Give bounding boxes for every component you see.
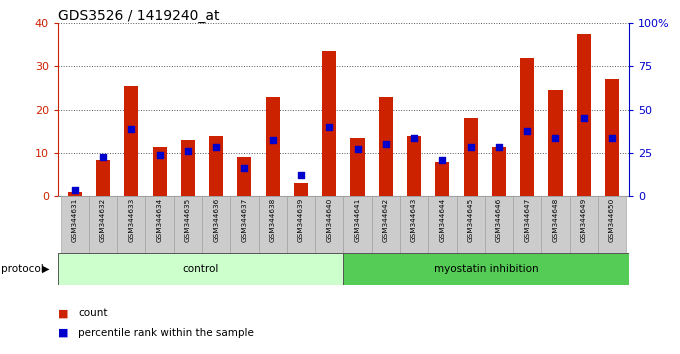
Text: GSM344634: GSM344634 [156,198,163,242]
Point [182,148,193,154]
Text: ▶: ▶ [42,264,50,274]
Point [239,165,250,171]
Bar [407,136,421,196]
Bar [464,118,478,196]
Text: GSM344631: GSM344631 [72,198,78,242]
Bar [435,162,449,196]
Point [607,135,617,141]
Point [550,135,561,141]
Point [409,135,420,141]
Bar [428,196,456,253]
Point [154,153,165,158]
Bar [124,86,139,196]
Text: GDS3526 / 1419240_at: GDS3526 / 1419240_at [58,9,219,23]
Bar [266,97,279,196]
Bar [89,196,117,253]
Text: GSM344639: GSM344639 [298,198,304,242]
Bar [520,58,534,196]
Text: GSM344635: GSM344635 [185,198,191,242]
Text: GSM344642: GSM344642 [383,198,389,242]
Bar [237,158,252,196]
Bar [570,196,598,253]
Text: GSM344641: GSM344641 [354,198,360,242]
Bar [117,196,146,253]
Point [437,157,448,162]
Text: percentile rank within the sample: percentile rank within the sample [78,328,254,338]
Point [465,144,476,149]
Text: GSM344632: GSM344632 [100,198,106,242]
Text: ■: ■ [58,308,68,318]
Bar [152,147,167,196]
Text: myostatin inhibition: myostatin inhibition [434,264,539,274]
Point [126,126,137,132]
Text: GSM344640: GSM344640 [326,198,333,242]
Text: GSM344636: GSM344636 [213,198,219,242]
Text: GSM344646: GSM344646 [496,198,502,242]
Bar [209,136,223,196]
Text: count: count [78,308,107,318]
Text: GSM344645: GSM344645 [468,198,474,242]
Bar [173,196,202,253]
Text: GSM344647: GSM344647 [524,198,530,242]
Text: GSM344648: GSM344648 [552,198,558,242]
Bar [350,138,364,196]
Bar [96,160,110,196]
Point [494,144,505,149]
Bar [548,90,562,196]
Text: ■: ■ [58,328,68,338]
Bar [605,79,619,196]
Point [352,146,363,152]
Point [98,155,109,160]
Bar [577,34,591,196]
Bar [492,147,506,196]
Bar [258,196,287,253]
Bar [68,192,82,196]
Bar [379,97,393,196]
Point [296,172,307,178]
Text: protocol: protocol [1,264,44,274]
Bar [287,196,315,253]
Point [324,124,335,130]
Bar [315,196,343,253]
Text: GSM344633: GSM344633 [129,198,135,242]
Bar [294,183,308,196]
Bar [598,196,626,253]
Bar [372,196,400,253]
Bar [400,196,428,253]
Bar [343,253,629,285]
Point [211,144,222,149]
Bar [61,196,89,253]
Text: control: control [182,264,219,274]
Bar [322,51,337,196]
Text: GSM344649: GSM344649 [581,198,587,242]
Bar [343,196,372,253]
Text: GSM344637: GSM344637 [241,198,248,242]
Bar [181,140,195,196]
Point [578,115,589,121]
Bar [231,196,258,253]
Bar [456,196,485,253]
Bar [541,196,570,253]
Bar [58,253,343,285]
Text: GSM344650: GSM344650 [609,198,615,242]
Bar [485,196,513,253]
Point [380,142,391,147]
Bar [513,196,541,253]
Point [522,129,532,134]
Bar [202,196,231,253]
Text: GSM344644: GSM344644 [439,198,445,242]
Text: GSM344638: GSM344638 [270,198,275,242]
Text: GSM344643: GSM344643 [411,198,417,242]
Point [69,187,80,193]
Bar [146,196,173,253]
Point [267,137,278,143]
